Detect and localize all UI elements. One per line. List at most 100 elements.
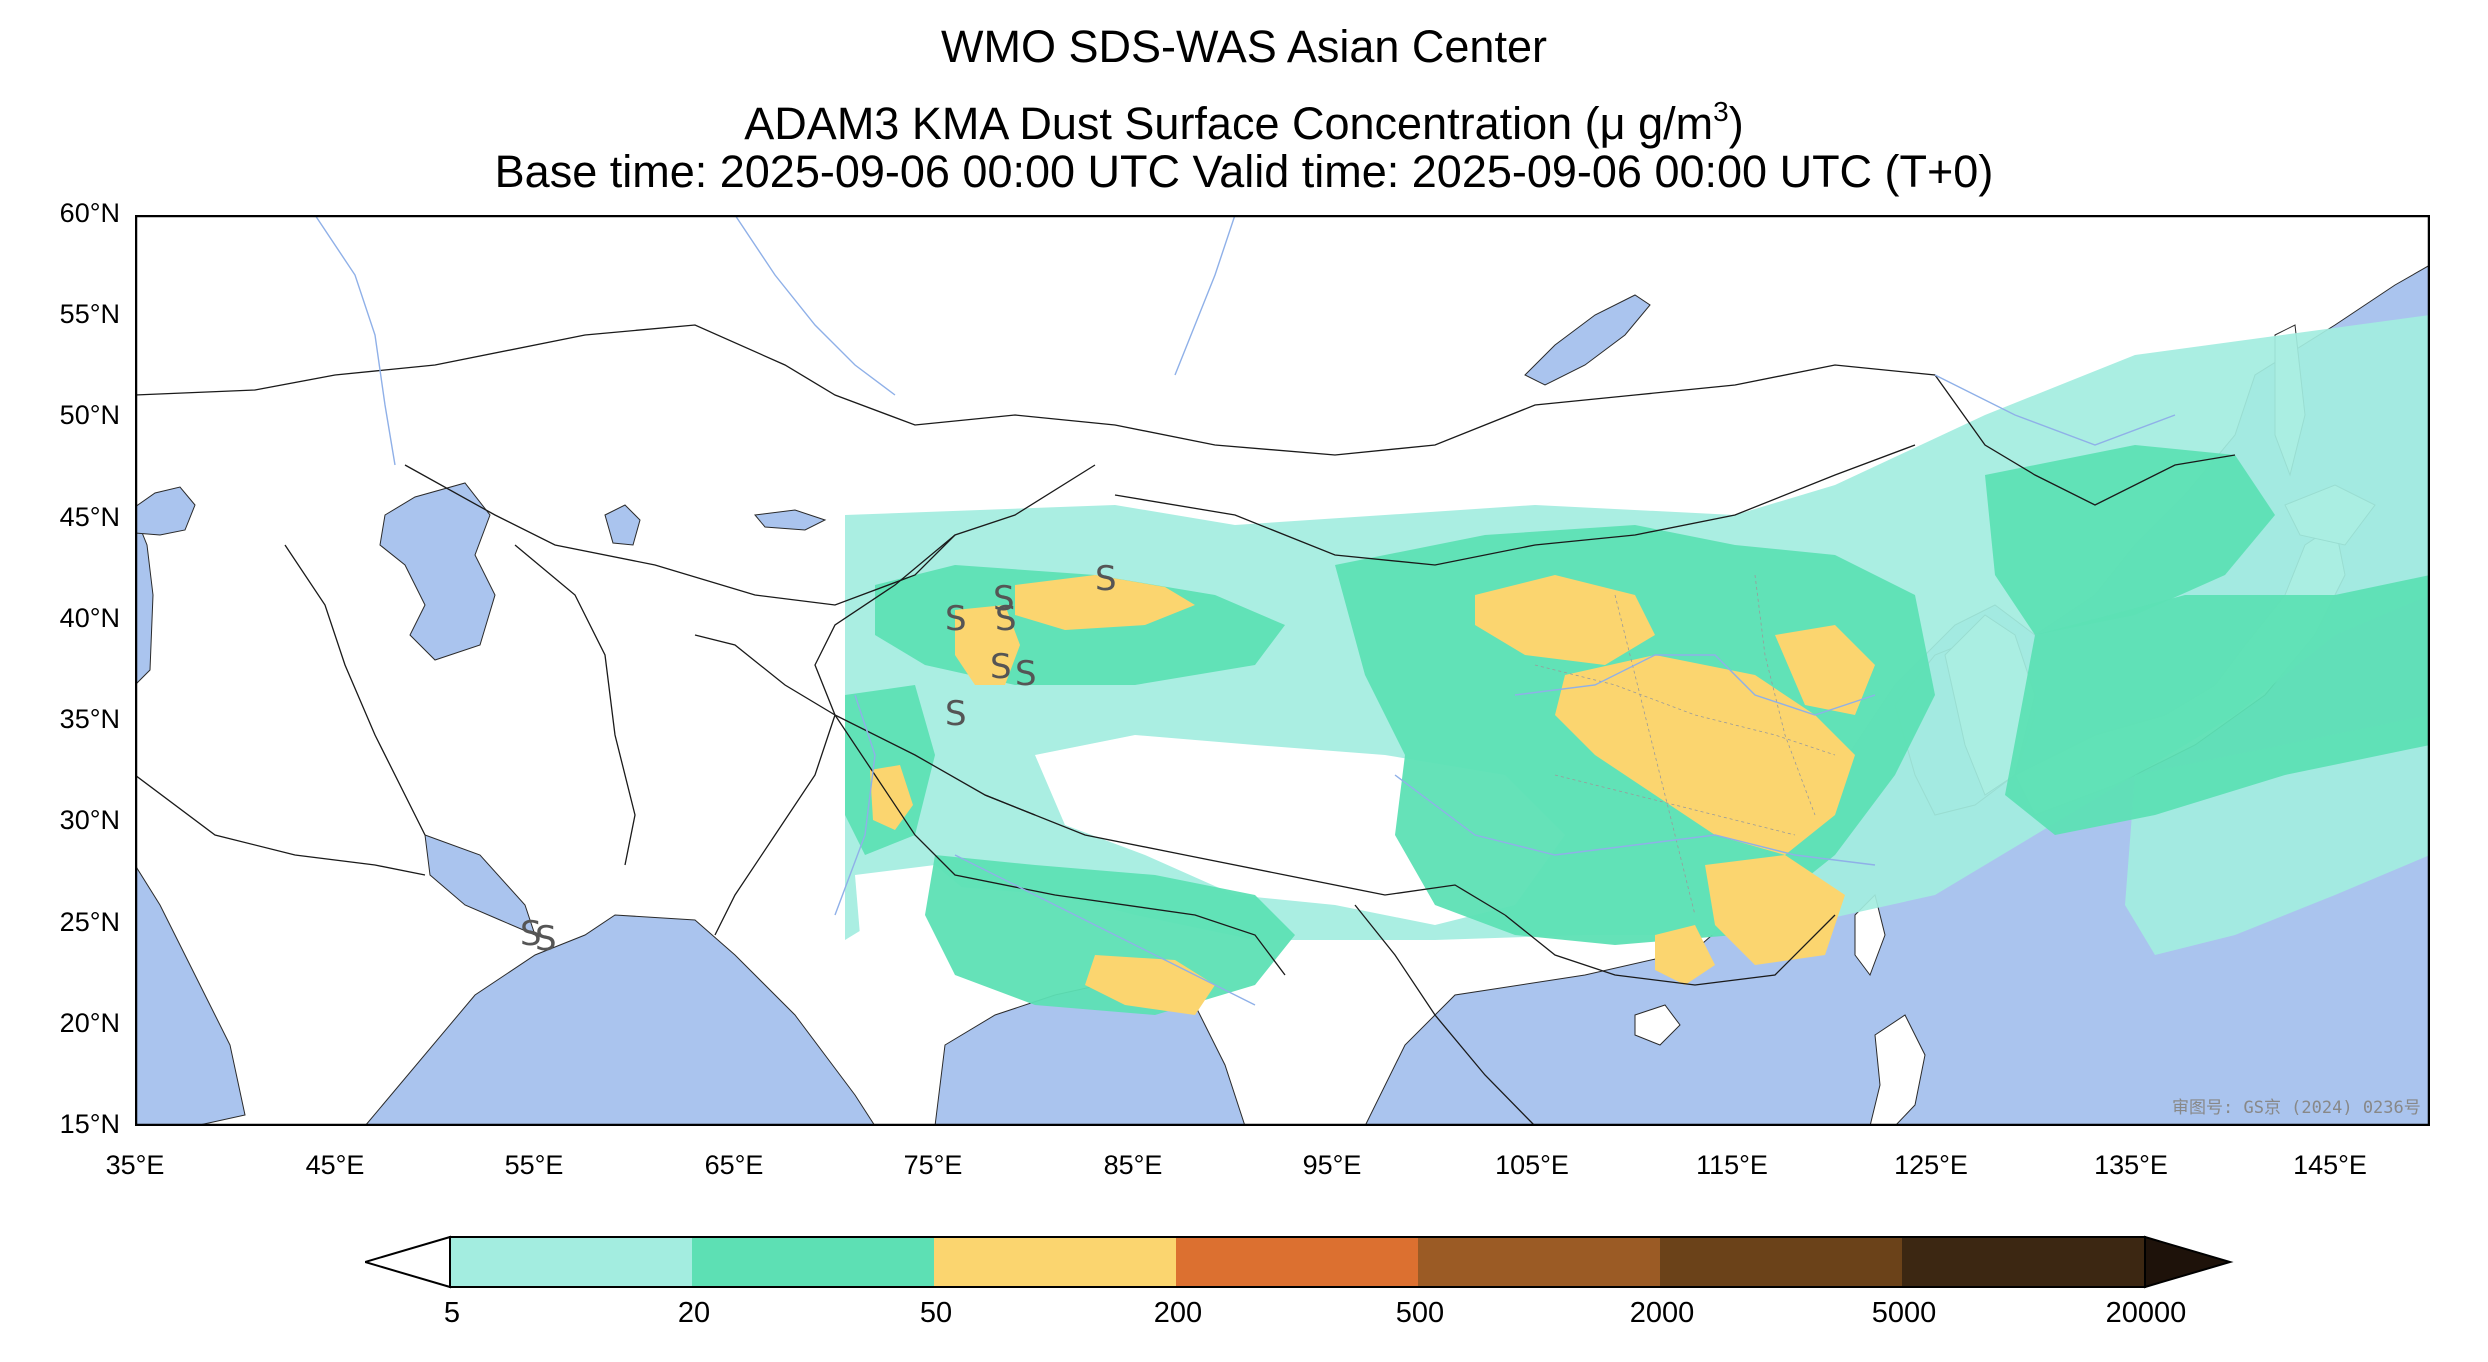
lat-label: 20°N bbox=[59, 1008, 120, 1038]
persian-gulf bbox=[424, 834, 536, 936]
province-line-3 bbox=[1614, 594, 1696, 916]
lat-label: 60°N bbox=[59, 198, 120, 228]
dust-loess bbox=[1555, 655, 1855, 855]
colorbar-segment bbox=[934, 1237, 1176, 1287]
rivers bbox=[314, 215, 2176, 1006]
lon-label: 105°E bbox=[1495, 1150, 1569, 1180]
lat-label: 30°N bbox=[59, 805, 120, 835]
dust-central-china bbox=[1705, 855, 1845, 965]
dust-gangetic-plain bbox=[925, 855, 1295, 1015]
lon-label: 115°E bbox=[1696, 1150, 1768, 1180]
border-china-west bbox=[814, 534, 1036, 816]
lon-label: 45°E bbox=[305, 1150, 365, 1180]
title-line-2-suffix: ) bbox=[1728, 98, 1744, 149]
lake-balkhash bbox=[754, 509, 827, 531]
colorbar-segment bbox=[450, 1237, 692, 1287]
dust-map: S S S S S S S S S bbox=[135, 215, 2430, 1126]
province-line-2 bbox=[1554, 774, 1796, 836]
dust-taklimakan bbox=[1015, 575, 1195, 630]
river-ganges bbox=[954, 854, 1256, 1006]
title-unit: μ g/m bbox=[1599, 98, 1714, 149]
dust-north-china-plain bbox=[1775, 625, 1875, 715]
lon-label: 55°E bbox=[504, 1150, 564, 1180]
province-borders bbox=[1534, 574, 1836, 916]
title-line-3: Base time: 2025-09-06 00:00 UTC Valid ti… bbox=[494, 146, 1994, 197]
storm-symbol: S bbox=[945, 694, 967, 734]
storm-symbol: S bbox=[993, 579, 1015, 619]
lon-label: 95°E bbox=[1302, 1150, 1362, 1180]
lon-label: 145°E bbox=[2293, 1150, 2367, 1180]
storm-symbol: S bbox=[995, 599, 1017, 639]
border-himalaya bbox=[984, 794, 1506, 916]
colorbar-tick-label: 5 bbox=[443, 1297, 461, 1329]
lon-label: 135°E bbox=[2094, 1150, 2168, 1180]
storm-symbol: S bbox=[990, 647, 1012, 687]
lat-label: 50°N bbox=[59, 400, 120, 430]
dust-south-china bbox=[1655, 925, 1715, 985]
red-sea bbox=[135, 864, 246, 1126]
hainan bbox=[1634, 1004, 1681, 1046]
border-arabia bbox=[135, 774, 426, 876]
storm-symbol: S bbox=[1015, 654, 1037, 694]
lat-label: 40°N bbox=[59, 603, 120, 633]
colorbar-segment bbox=[1660, 1237, 1902, 1287]
colorbar-tick-label: 200 bbox=[1153, 1297, 1203, 1329]
mediterranean-sea bbox=[135, 514, 154, 686]
border-china-south bbox=[1504, 914, 1836, 986]
colorbar-tick-label: 500 bbox=[1395, 1297, 1445, 1329]
river-yellow bbox=[1514, 654, 1876, 716]
colorbar-tick-label: 50 bbox=[919, 1297, 953, 1329]
storm-symbol: S bbox=[520, 914, 542, 954]
colorbar-tick-label: 20000 bbox=[2105, 1297, 2187, 1329]
river-yenisei bbox=[1174, 215, 1236, 376]
border-china-mongolia bbox=[1114, 444, 1916, 566]
dust-pacific-band bbox=[2005, 575, 2430, 835]
lat-label: 55°N bbox=[59, 299, 120, 329]
border-iran-afghan bbox=[514, 544, 636, 866]
dust-storm-symbols: S S S S S S S S S bbox=[520, 559, 1117, 959]
title-line-2: ADAM3 KMA Dust Surface Concentration (μ … bbox=[0, 85, 2488, 151]
lon-label: 35°E bbox=[105, 1150, 165, 1180]
colorbar-segment bbox=[1902, 1237, 2145, 1287]
lat-label: 25°N bbox=[59, 907, 120, 937]
dust-alxa bbox=[1475, 575, 1655, 665]
colorbar-segment bbox=[1176, 1237, 1418, 1287]
colorbar-tick-label: 20 bbox=[677, 1297, 711, 1329]
dust-level-50-200 bbox=[870, 575, 1875, 1015]
dust-northeast-china bbox=[1985, 445, 2275, 635]
colorbar-segment bbox=[692, 1237, 934, 1287]
dust-pakistan-core bbox=[870, 765, 913, 830]
storm-symbol: S bbox=[1095, 559, 1117, 599]
title-unit-exponent: 3 bbox=[1713, 96, 1729, 127]
lat-label: 15°N bbox=[59, 1109, 120, 1139]
province-line-4 bbox=[1754, 574, 1816, 816]
colorbar-min-arrow bbox=[365, 1235, 451, 1289]
storm-symbol: S bbox=[535, 919, 557, 959]
philippines bbox=[1869, 1014, 1926, 1126]
river-amur bbox=[1934, 374, 2176, 446]
colorbar-outline bbox=[449, 1236, 2146, 1288]
title-line-1: WMO SDS-WAS Asian Center bbox=[941, 21, 1547, 72]
black-sea bbox=[135, 486, 196, 536]
dust-west-tarim bbox=[955, 605, 1020, 685]
caspian-sea bbox=[379, 482, 496, 661]
lon-label: 85°E bbox=[1103, 1150, 1163, 1180]
colorbar bbox=[365, 1235, 2234, 1289]
storm-symbol: S bbox=[945, 599, 967, 639]
river-volga bbox=[314, 215, 396, 466]
dust-ganges bbox=[1085, 955, 1215, 1015]
country-borders bbox=[135, 324, 2236, 1126]
border-kazakhstan-south bbox=[404, 464, 1096, 606]
colorbar-max-arrow bbox=[2144, 1235, 2234, 1289]
border-indochina bbox=[1354, 904, 1536, 1126]
dust-contours bbox=[845, 315, 2430, 1015]
colorbar-tick-label: 5000 bbox=[1871, 1297, 1937, 1329]
border-iran-west bbox=[284, 544, 426, 836]
lake-baikal bbox=[1524, 294, 1651, 386]
title-line-2-prefix: ADAM3 KMA Dust Surface Concentration ( bbox=[744, 98, 1600, 149]
border-russia-south bbox=[135, 324, 2236, 506]
map-approval-number: 审图号: GS京 (2024) 0236号 bbox=[2172, 1098, 2421, 1118]
river-yangtze bbox=[1394, 774, 1876, 866]
aral-sea bbox=[604, 504, 641, 546]
arabian-sea bbox=[364, 914, 876, 1126]
